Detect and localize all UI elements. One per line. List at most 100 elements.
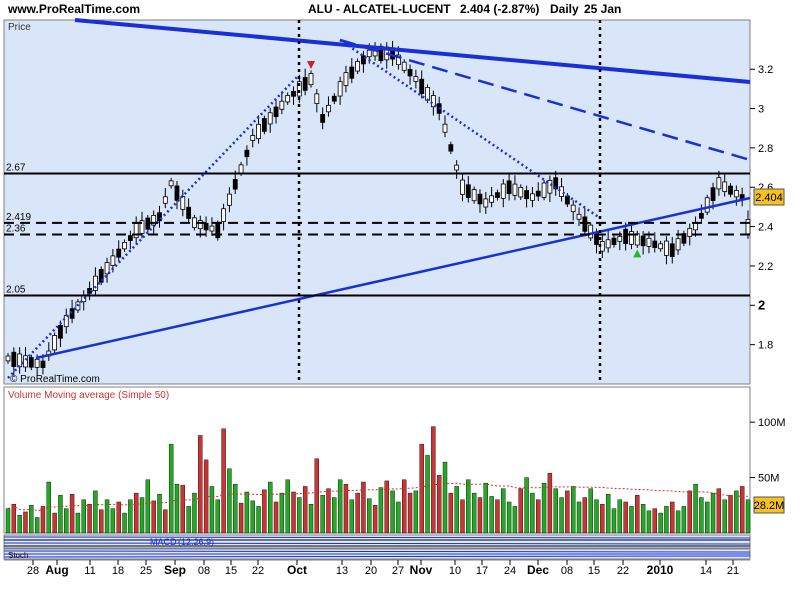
candle[interactable]: [413, 69, 419, 89]
volume-bar[interactable]: [209, 486, 215, 534]
candle[interactable]: [483, 192, 489, 214]
candle[interactable]: [104, 257, 110, 283]
candle[interactable]: [314, 88, 320, 113]
volume-bar[interactable]: [582, 497, 588, 534]
volume-bar[interactable]: [262, 489, 267, 534]
volume-bar[interactable]: [734, 490, 739, 534]
candle[interactable]: [291, 86, 296, 106]
candle[interactable]: [430, 90, 436, 116]
candle[interactable]: [687, 223, 693, 246]
candle[interactable]: [716, 170, 722, 196]
volume-bar[interactable]: [635, 495, 640, 534]
volume-bar[interactable]: [722, 499, 727, 534]
candle[interactable]: [640, 231, 646, 255]
candle[interactable]: [162, 187, 168, 209]
volume-bar[interactable]: [273, 501, 279, 534]
candle[interactable]: [541, 180, 547, 201]
candle[interactable]: [454, 160, 460, 179]
volume-bar[interactable]: [233, 484, 238, 534]
candle[interactable]: [331, 93, 337, 105]
volume-bar[interactable]: [104, 499, 110, 534]
volume-bar[interactable]: [5, 508, 11, 534]
volume-bar[interactable]: [110, 508, 116, 534]
candle[interactable]: [471, 186, 477, 204]
candle[interactable]: [69, 299, 75, 324]
candle[interactable]: [127, 230, 133, 250]
candle[interactable]: [728, 183, 733, 198]
candle[interactable]: [722, 173, 728, 197]
volume-bar[interactable]: [29, 505, 34, 534]
volume-bar[interactable]: [139, 497, 145, 534]
volume-bar[interactable]: [291, 491, 296, 534]
candle[interactable]: [232, 170, 238, 195]
volume-bar[interactable]: [664, 506, 669, 534]
volume-bar[interactable]: [448, 492, 454, 534]
volume-bar[interactable]: [506, 501, 512, 534]
volume-bar[interactable]: [629, 506, 634, 534]
volume-bar[interactable]: [361, 481, 366, 534]
volume-bar[interactable]: [402, 479, 407, 534]
volume-bar[interactable]: [163, 509, 168, 534]
volume-bar[interactable]: [431, 426, 436, 534]
candle[interactable]: [704, 194, 710, 216]
candle[interactable]: [698, 204, 704, 224]
volume-bar[interactable]: [693, 484, 698, 534]
volume-bar[interactable]: [600, 503, 605, 534]
candle[interactable]: [139, 211, 145, 239]
volume-bar[interactable]: [116, 501, 121, 534]
volume-bar[interactable]: [238, 502, 244, 534]
volume-bar[interactable]: [541, 482, 547, 534]
volume-bar[interactable]: [646, 510, 652, 534]
candle[interactable]: [28, 354, 34, 371]
volume-bar[interactable]: [192, 492, 197, 534]
volume-bar[interactable]: [99, 509, 104, 534]
volume-bar[interactable]: [570, 486, 576, 534]
candle[interactable]: [669, 236, 675, 264]
candle[interactable]: [98, 266, 104, 286]
candle[interactable]: [343, 65, 349, 93]
volume-bar[interactable]: [396, 501, 401, 534]
volume-bar[interactable]: [40, 506, 46, 534]
volume-bar[interactable]: [372, 505, 378, 534]
candle[interactable]: [634, 230, 640, 248]
volume-bar[interactable]: [11, 503, 17, 534]
volume-bar[interactable]: [728, 495, 733, 534]
volume-bar[interactable]: [477, 497, 483, 534]
volume-bar[interactable]: [495, 499, 500, 534]
volume-bar[interactable]: [87, 503, 92, 534]
volume-bar[interactable]: [75, 512, 81, 534]
candle[interactable]: [512, 175, 518, 201]
candle[interactable]: [58, 320, 63, 348]
volume-bar[interactable]: [466, 479, 471, 534]
volume-bar[interactable]: [512, 506, 518, 534]
candle[interactable]: [203, 216, 209, 237]
volume-bar[interactable]: [687, 490, 692, 534]
volume-bar[interactable]: [128, 499, 133, 534]
volume-bar[interactable]: [151, 500, 156, 534]
candle[interactable]: [209, 217, 215, 236]
volume-bar[interactable]: [174, 484, 180, 534]
volume-bar[interactable]: [221, 428, 226, 534]
candle[interactable]: [168, 177, 174, 189]
candle[interactable]: [250, 128, 256, 148]
volume-bar[interactable]: [419, 444, 424, 534]
volume-bar[interactable]: [244, 491, 250, 534]
candle[interactable]: [535, 182, 541, 202]
volume-bar[interactable]: [250, 500, 255, 534]
volume-bar[interactable]: [302, 486, 308, 534]
candle[interactable]: [710, 182, 716, 210]
volume-bar[interactable]: [384, 480, 389, 534]
volume-bar[interactable]: [180, 485, 186, 534]
volume-bar[interactable]: [367, 498, 372, 534]
volume-bar[interactable]: [227, 468, 232, 534]
candle[interactable]: [401, 59, 407, 74]
volume-bar[interactable]: [710, 492, 716, 534]
volume-bar[interactable]: [547, 472, 553, 534]
volume-bar[interactable]: [58, 495, 63, 534]
volume-bar[interactable]: [559, 497, 564, 534]
volume-bar[interactable]: [576, 501, 582, 534]
candle[interactable]: [588, 222, 594, 241]
long-support-line[interactable]: [35, 196, 751, 360]
candle[interactable]: [407, 64, 413, 85]
volume-bar[interactable]: [536, 499, 541, 534]
